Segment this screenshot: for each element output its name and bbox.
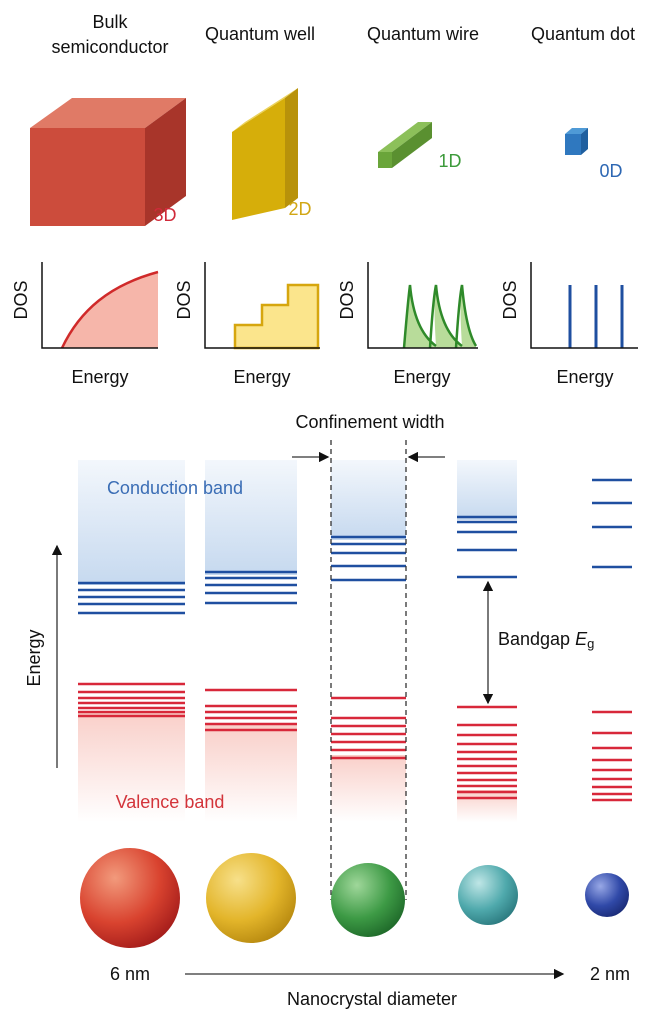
dimension-label: 1D (438, 151, 461, 171)
diagram: 3D 2D 1D 0D DOS DOS DOS DOS Energy Energ… (0, 0, 646, 1012)
bandgap-subscript: g (587, 636, 594, 651)
dimension-label: 2D (288, 199, 311, 219)
valence-label: Valence band (116, 792, 225, 812)
dos-label: DOS (11, 280, 31, 319)
dimension-label: 0D (599, 161, 622, 181)
confinement-label: Confinement width (295, 412, 444, 432)
dos-label: DOS (337, 280, 357, 319)
column-title: Quantum wire (348, 22, 498, 47)
column-title: Quantum dot (508, 22, 646, 47)
bandgap-label: Bandgap Eg (498, 629, 594, 652)
size-axis-label: Nanocrystal diameter (287, 989, 457, 1009)
energy-label: Energy (393, 367, 450, 387)
nanocrystals (80, 848, 629, 948)
energy-label: Energy (233, 367, 290, 387)
dos-label: DOS (174, 280, 194, 319)
page: 3D 2D 1D 0D DOS DOS DOS DOS Energy Energ… (0, 0, 646, 1012)
energy-label: Energy (71, 367, 128, 387)
energy-label: Energy (556, 367, 613, 387)
size-start: 6 nm (110, 964, 150, 984)
column-title: Bulk semiconductor (45, 10, 175, 60)
energy-axis-label: Energy (24, 629, 44, 686)
column-title: Quantum well (185, 22, 335, 47)
dos-label: DOS (500, 280, 520, 319)
conduction-label: Conduction band (107, 478, 243, 498)
dimension-label: 3D (153, 205, 176, 225)
bandgap-text: Bandgap (498, 629, 570, 649)
size-end: 2 nm (590, 964, 630, 984)
band-regions (78, 460, 517, 822)
